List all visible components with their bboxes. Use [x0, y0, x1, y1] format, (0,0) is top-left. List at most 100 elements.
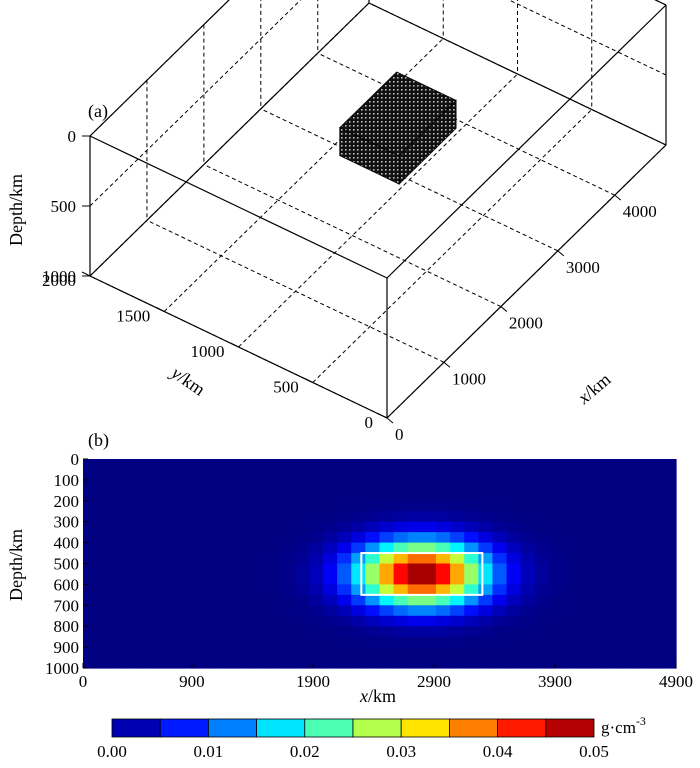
- heatmap-cell: [548, 500, 564, 512]
- heatmap-cell: [520, 626, 536, 638]
- heatmap-cell: [111, 605, 126, 617]
- heatmap-cell: [478, 636, 494, 648]
- heatmap-cell: [506, 626, 522, 638]
- heatmap-cell: [647, 500, 663, 512]
- heatmap-cell: [337, 615, 352, 627]
- heatmap-cell: [210, 605, 225, 617]
- heatmap-cell: [464, 636, 479, 648]
- panel-b-y-tick-label: 200: [54, 492, 80, 511]
- heatmap-cell: [365, 490, 381, 502]
- heatmap-cell: [111, 521, 126, 533]
- heatmap-cell: [464, 542, 479, 554]
- heatmap-cell: [464, 615, 479, 627]
- heatmap-cell: [435, 500, 451, 512]
- heatmap-cell: [337, 521, 352, 533]
- heatmap-cell: [224, 542, 239, 554]
- panel-b-y-tick-label: 400: [54, 534, 80, 553]
- heatmap-cell: [591, 594, 607, 606]
- heatmap-cell: [139, 500, 155, 512]
- heatmap-cell: [365, 511, 381, 523]
- heatmap-cell: [492, 553, 508, 565]
- x-tick-label: 1000: [452, 369, 486, 388]
- heatmap-cell: [661, 647, 677, 659]
- heatmap-cell: [308, 532, 324, 544]
- heatmap-cell: [520, 573, 536, 585]
- heatmap-cell: [337, 626, 352, 638]
- heatmap-cell: [577, 469, 592, 481]
- heatmap-cell: [548, 469, 564, 481]
- heatmap-cell: [125, 615, 141, 627]
- heatmap-cell: [633, 636, 649, 648]
- heatmap-cell: [252, 636, 268, 648]
- heatmap-cell: [294, 532, 310, 544]
- heatmap-cell: [139, 647, 155, 659]
- heatmap-cell: [125, 511, 141, 523]
- colorbar-segment: [497, 718, 547, 738]
- heatmap-cell: [294, 553, 310, 565]
- heatmap-cell: [407, 573, 423, 585]
- heatmap-cell: [605, 615, 621, 627]
- heatmap-cell: [280, 469, 296, 481]
- back-wall-grid-line: [89, 0, 302, 207]
- heatmap-cell: [647, 636, 663, 648]
- heatmap-cell: [407, 521, 423, 533]
- heatmap-cell: [181, 594, 197, 606]
- heatmap-cell: [266, 584, 282, 596]
- heatmap-cell: [464, 657, 479, 669]
- heatmap-cell: [337, 459, 352, 471]
- heatmap-cell: [252, 542, 268, 554]
- heatmap-cell: [407, 542, 423, 554]
- heatmap-cell: [435, 657, 451, 669]
- heatmap-cell: [294, 459, 310, 471]
- heatmap-cell: [153, 636, 169, 648]
- heatmap-cell: [591, 657, 607, 669]
- heatmap-cell: [647, 594, 663, 606]
- panel-b-y-tick-label: 900: [54, 638, 80, 657]
- heatmap-cell: [195, 542, 211, 554]
- heatmap-cell: [111, 626, 126, 638]
- heatmap-cell: [435, 626, 451, 638]
- heatmap-cell: [266, 490, 282, 502]
- heatmap-cell: [563, 573, 578, 585]
- heatmap-cell: [308, 521, 324, 533]
- heatmap-cell: [323, 521, 338, 533]
- heatmap-cell: [238, 563, 254, 575]
- heatmap-cell: [365, 584, 381, 596]
- heatmap-cell: [478, 459, 494, 471]
- heatmap-cell: [464, 594, 479, 606]
- heatmap-cell: [167, 490, 183, 502]
- heatmap-cell: [83, 521, 98, 533]
- heatmap-cell: [323, 573, 338, 585]
- heatmap-cell: [619, 469, 635, 481]
- heatmap-cell: [548, 594, 564, 606]
- heatmap-cell: [633, 469, 649, 481]
- heatmap-cell: [351, 469, 366, 481]
- heatmap-cell: [167, 647, 183, 659]
- heatmap-cell: [577, 521, 592, 533]
- x-tick: [557, 250, 565, 257]
- heatmap-cell: [464, 521, 479, 533]
- heatmap-cell: [661, 542, 677, 554]
- heatmap-cell: [450, 615, 465, 627]
- heatmap-cell: [167, 626, 183, 638]
- heatmap-cell: [139, 636, 155, 648]
- heatmap-cell: [280, 511, 296, 523]
- heatmap-cell: [337, 542, 352, 554]
- heatmap-cell: [337, 594, 352, 606]
- heatmap-cell: [548, 657, 564, 669]
- heatmap-cell: [210, 479, 225, 491]
- heatmap-cell: [280, 532, 296, 544]
- heatmap-cell: [266, 657, 282, 669]
- heatmap-cell: [534, 479, 550, 491]
- heatmap-cell: [365, 532, 381, 544]
- panel-b-y-tick-label: 500: [54, 555, 80, 574]
- heatmap-cell: [661, 605, 677, 617]
- heatmap-cell: [563, 459, 578, 471]
- heatmap-cell: [619, 490, 635, 502]
- heatmap-cell: [153, 459, 169, 471]
- heatmap-cell: [520, 500, 536, 512]
- heatmap-cell: [435, 511, 451, 523]
- y-tick-label: 2000: [42, 271, 76, 290]
- heatmap-cell: [365, 479, 381, 491]
